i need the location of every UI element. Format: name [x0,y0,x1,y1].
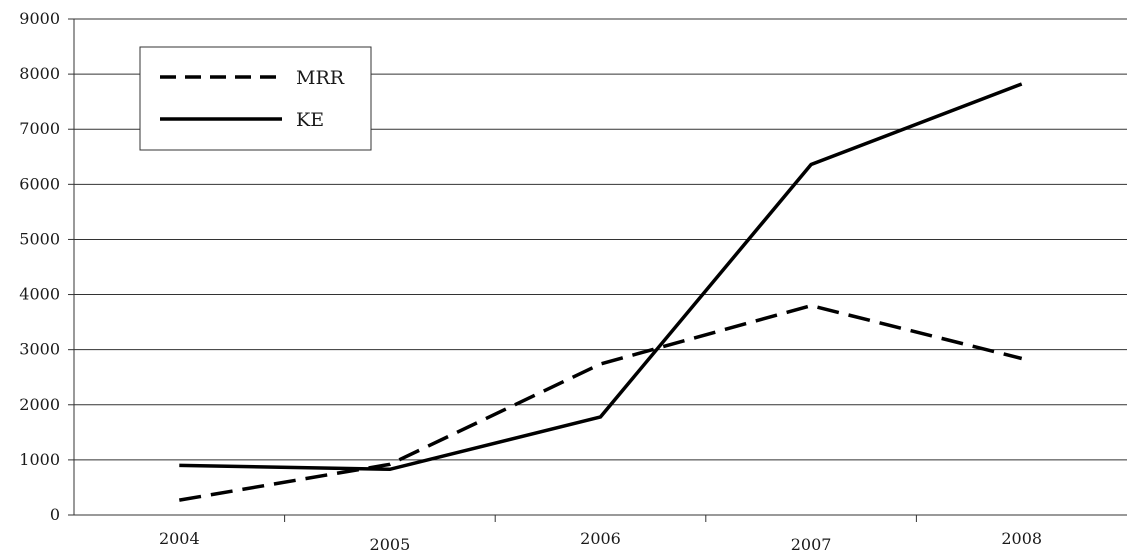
x-tick-label: 2006 [580,529,621,548]
legend-label-ke: KE [296,109,324,131]
series-line-ke [179,82,1023,472]
y-tick-label: 1000 [19,450,60,469]
y-tick-label: 4000 [19,285,60,304]
y-tick-label: 6000 [19,174,60,193]
legend-label-mrr: MRR [296,67,345,89]
axes [73,19,1127,516]
y-axis-ticks: 0 1000 2000 3000 4000 5000 6000 7000 8000 9000 [19,9,74,524]
legend-box [139,46,372,151]
y-tick-label: 0 [50,505,60,524]
y-tick-label: 5000 [19,229,60,248]
y-tick-label: 7000 [19,119,60,138]
x-axis-ticks: 2004 2005 2006 2007 2008 [159,515,1042,553]
series-line-mrr [179,303,1023,502]
x-tick-label: 2004 [159,529,200,548]
x-tick-label: 2008 [1001,529,1042,548]
legend: MRR KE [139,46,372,151]
x-tick-label: 2007 [791,535,832,553]
y-tick-label: 8000 [19,64,60,83]
y-tick-label: 3000 [19,340,60,359]
y-tick-label: 9000 [19,9,60,28]
series-lines [179,82,1023,502]
y-tick-label: 2000 [19,395,60,414]
x-tick-label: 2005 [370,535,411,553]
